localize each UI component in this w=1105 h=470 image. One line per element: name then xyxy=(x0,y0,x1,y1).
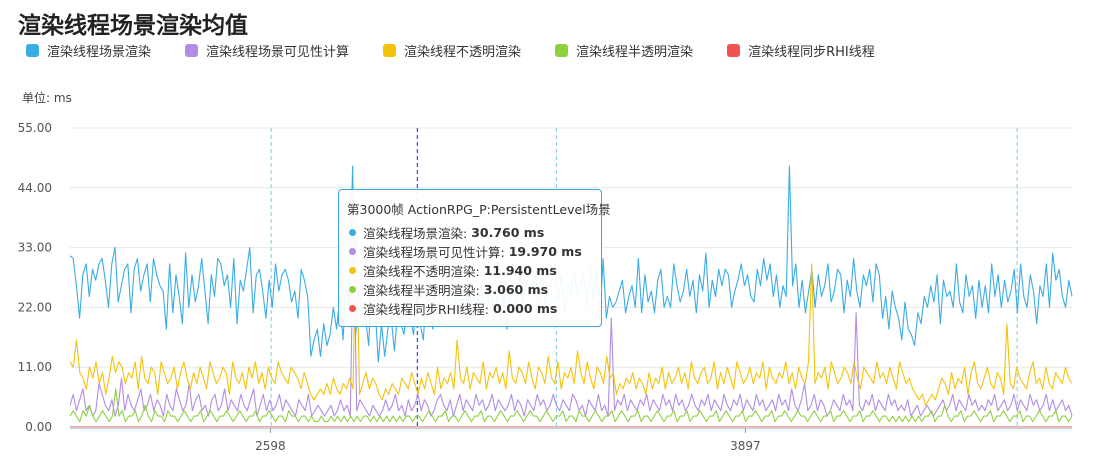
tooltip-label: 渲染线程同步RHI线程: xyxy=(363,302,489,317)
series-line-3[interactable] xyxy=(69,388,1073,423)
tooltip-row: 渲染线程不透明渲染: 11.940 ms xyxy=(347,261,593,280)
tooltip-label: 渲染线程半透明渲染: xyxy=(363,283,480,298)
legend-item-scene-render[interactable]: 渲染线程场景渲染 xyxy=(26,41,151,60)
tooltip-label: 渲染线程场景可见性计算: xyxy=(363,245,505,260)
tooltip-value: 3.060 ms xyxy=(483,282,549,297)
tooltip-row: 渲染线程半透明渲染: 3.060 ms xyxy=(347,280,593,299)
tooltip-row: 渲染线程场景可见性计算: 19.970 ms xyxy=(347,242,593,261)
tooltip-row: 渲染线程同步RHI线程: 0.000 ms xyxy=(347,299,593,318)
tooltip-dot xyxy=(349,286,356,293)
legend-label: 渲染线程同步RHI线程 xyxy=(748,44,875,60)
tooltip-row: 渲染线程场景渲染: 30.760 ms xyxy=(347,223,593,242)
tooltip-value: 0.000 ms xyxy=(492,301,558,316)
tooltip-value: 30.760 ms xyxy=(471,225,545,240)
legend-label: 渲染线程场景可见性计算 xyxy=(206,44,350,60)
y-tick-label: 11.00 xyxy=(18,360,52,374)
tooltip-value: 11.940 ms xyxy=(483,263,557,278)
y-axis-unit: 单位: ms xyxy=(22,91,72,105)
legend-item-visibility[interactable]: 渲染线程场景可见性计算 xyxy=(185,41,349,60)
legend-swatch xyxy=(555,43,569,57)
legend-swatch xyxy=(727,43,741,57)
legend-item-rhi-sync[interactable]: 渲染线程同步RHI线程 xyxy=(727,41,875,60)
legend-swatch xyxy=(26,43,39,57)
chart-title: 渲染线程场景渲染均值 xyxy=(18,13,248,39)
tooltip-label: 渲染线程场景渲染: xyxy=(363,226,468,241)
tooltip-dot xyxy=(349,305,356,312)
series-line-2[interactable] xyxy=(69,214,1073,406)
y-tick-label: 44.00 xyxy=(18,181,52,195)
legend-swatch xyxy=(185,43,199,57)
y-tick-label: 0.00 xyxy=(25,420,52,434)
legend-item-opaque[interactable]: 渲染线程不透明渲染 xyxy=(383,41,521,60)
tooltip-dot xyxy=(349,267,356,274)
x-tick-label: 3897 xyxy=(730,439,761,453)
x-tick-label: 2598 xyxy=(255,439,286,453)
y-tick-label: 33.00 xyxy=(18,241,52,255)
y-tick-label: 55.00 xyxy=(18,121,52,135)
hover-tooltip: 第3000帧 ActionRPG_P:PersistentLevel场景 渲染线… xyxy=(338,189,611,327)
tooltip-dot xyxy=(349,229,356,236)
legend-label: 渲染线程半透明渲染 xyxy=(576,44,694,60)
y-tick-label: 22.00 xyxy=(18,300,52,314)
legend-item-translucent[interactable]: 渲染线程半透明渲染 xyxy=(555,41,693,60)
legend-label: 渲染线程场景渲染 xyxy=(47,44,152,60)
tooltip-dot xyxy=(349,248,356,255)
legend-swatch xyxy=(383,43,397,57)
legend: 渲染线程场景渲染 渲染线程场景可见性计算 渲染线程不透明渲染 渲染线程半透明渲染… xyxy=(26,40,909,60)
tooltip-label: 渲染线程不透明渲染: xyxy=(363,264,480,279)
tooltip-value: 19.970 ms xyxy=(508,244,582,259)
tooltip-title: 第3000帧 ActionRPG_P:PersistentLevel场景 xyxy=(347,202,611,217)
series-line-1[interactable] xyxy=(69,219,1073,417)
legend-label: 渲染线程不透明渲染 xyxy=(404,44,522,60)
